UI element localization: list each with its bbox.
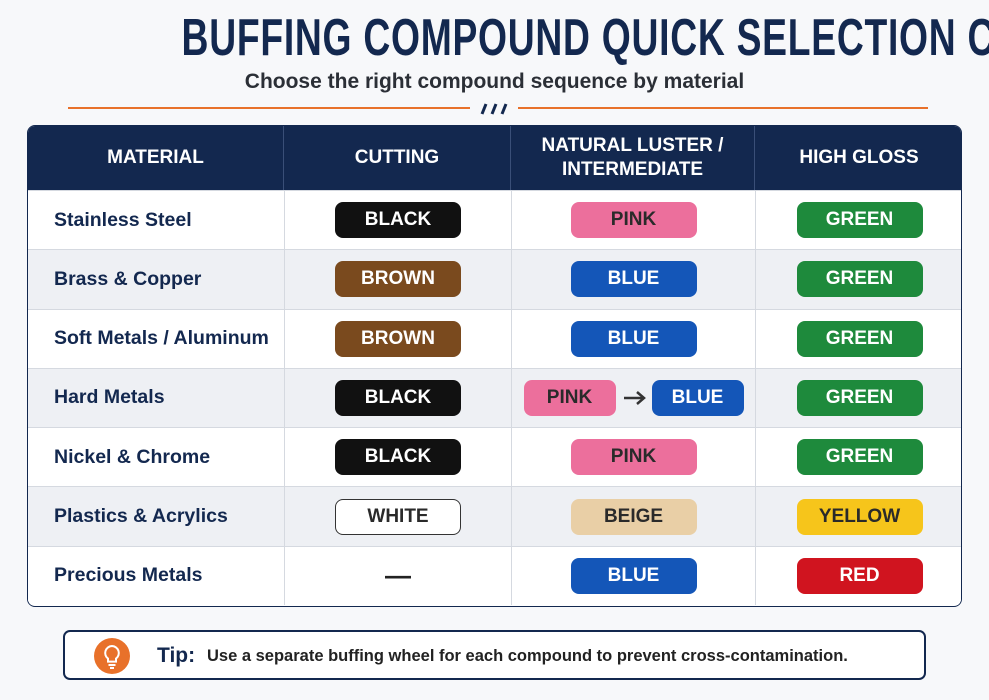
tip-text: Use a separate buffing wheel for each co… xyxy=(207,647,848,665)
bulb-icon xyxy=(94,638,130,674)
compound-pill: RED xyxy=(796,557,923,594)
compound-cell: GREEN xyxy=(755,309,961,368)
compound-pill: GREEN xyxy=(796,261,923,298)
table-row: Plastics & Acrylics WHITE BEIGE YELLOW xyxy=(28,486,961,546)
compound-pill: WHITE xyxy=(335,498,461,535)
compound-cell: BROWN xyxy=(284,309,511,368)
tip-label: Tip: xyxy=(157,644,196,667)
compound-pill: BLUE xyxy=(651,379,744,416)
compound-cell: BLACK xyxy=(284,368,511,428)
divider-slashes xyxy=(480,103,508,115)
column-header: HIGH GLOSS xyxy=(755,126,961,190)
compound-pill: BLUE xyxy=(570,320,697,357)
compound-cell: BLACK xyxy=(284,191,511,250)
compound-pill: BLACK xyxy=(335,439,461,476)
compound-pill: BLACK xyxy=(335,379,461,416)
title-text: BUFFING COMPOUND QUICK SELECTION CHART xyxy=(181,9,989,67)
compound-cell: — xyxy=(284,546,511,605)
compound-pill: PINK xyxy=(570,202,697,239)
compound-pill: PINK xyxy=(570,439,697,476)
compound-pill: GREEN xyxy=(796,439,923,476)
material-name: Stainless Steel xyxy=(54,208,192,231)
compound-cell: BLUE xyxy=(511,546,755,605)
compound-pill: GREEN xyxy=(796,202,923,239)
table-row: Stainless Steel BLACK PINK GREEN xyxy=(28,190,961,250)
divider xyxy=(68,102,928,116)
compound-cell: GREEN xyxy=(755,191,961,250)
tip-box: Tip: Use a separate buffing wheel for ea… xyxy=(63,630,926,680)
compound-pill: BLUE xyxy=(570,557,697,594)
compound-cell: GREEN xyxy=(755,428,961,487)
table-row: Precious Metals — BLUE RED xyxy=(28,545,961,605)
compound-cell: BEIGE xyxy=(511,487,755,546)
compound-pill: BROWN xyxy=(335,320,461,357)
table-row: Hard Metals BLACK PINK BLUE GREEN xyxy=(28,367,961,428)
compound-pill: BROWN xyxy=(335,261,461,298)
material-name: Soft Metals / Aluminum xyxy=(54,327,269,350)
compound-cell: PINK BLUE xyxy=(511,368,755,428)
column-header: NATURAL LUSTER / INTERMEDIATE xyxy=(511,126,755,190)
table-row: Soft Metals / Aluminum BROWN BLUE GREEN xyxy=(28,308,961,368)
material-name: Plastics & Acrylics xyxy=(54,505,228,528)
compound-cell: BLUE xyxy=(511,250,755,309)
table-row: Nickel & Chrome BLACK PINK GREEN xyxy=(28,427,961,487)
compound-cell: GREEN xyxy=(755,368,961,428)
column-header: MATERIAL xyxy=(28,126,284,190)
compound-cell: PINK xyxy=(511,191,755,250)
compound-pill: BLACK xyxy=(335,202,461,239)
compound-cell: PINK xyxy=(511,428,755,487)
compound-pill: GREEN xyxy=(796,379,923,416)
table: MATERIAL CUTTING NATURAL LUSTER / INTERMED… xyxy=(27,125,962,607)
subtitle: Choose the right compound sequence by ma… xyxy=(244,70,745,93)
compound-cell: BLUE xyxy=(511,309,755,368)
table-row: Brass & Copper BROWN BLUE GREEN xyxy=(28,249,961,309)
material-name: Brass & Copper xyxy=(54,267,202,290)
arrow xyxy=(623,391,646,405)
compound-pill: YELLOW xyxy=(796,498,923,535)
compound-cell: RED xyxy=(755,546,961,605)
material-name: Hard Metals xyxy=(54,386,165,409)
compound-cell: BROWN xyxy=(284,250,511,309)
material-name: Precious Metals xyxy=(54,564,203,587)
compound-cell: WHITE xyxy=(284,487,511,546)
compound-pill: GREEN xyxy=(796,320,923,357)
empty-marker: — xyxy=(385,560,411,591)
compound-pill: BEIGE xyxy=(570,498,697,535)
column-header: CUTTING xyxy=(284,126,511,190)
title: BUFFING COMPOUND QUICK SELECTION CHART xyxy=(0,8,989,68)
compound-cell: BLACK xyxy=(284,428,511,487)
compound-cell: YELLOW xyxy=(755,487,961,546)
material-name: Nickel & Chrome xyxy=(54,445,211,468)
compound-pill: PINK xyxy=(523,379,616,416)
compound-cell: GREEN xyxy=(755,250,961,309)
compound-pill: BLUE xyxy=(570,261,697,298)
